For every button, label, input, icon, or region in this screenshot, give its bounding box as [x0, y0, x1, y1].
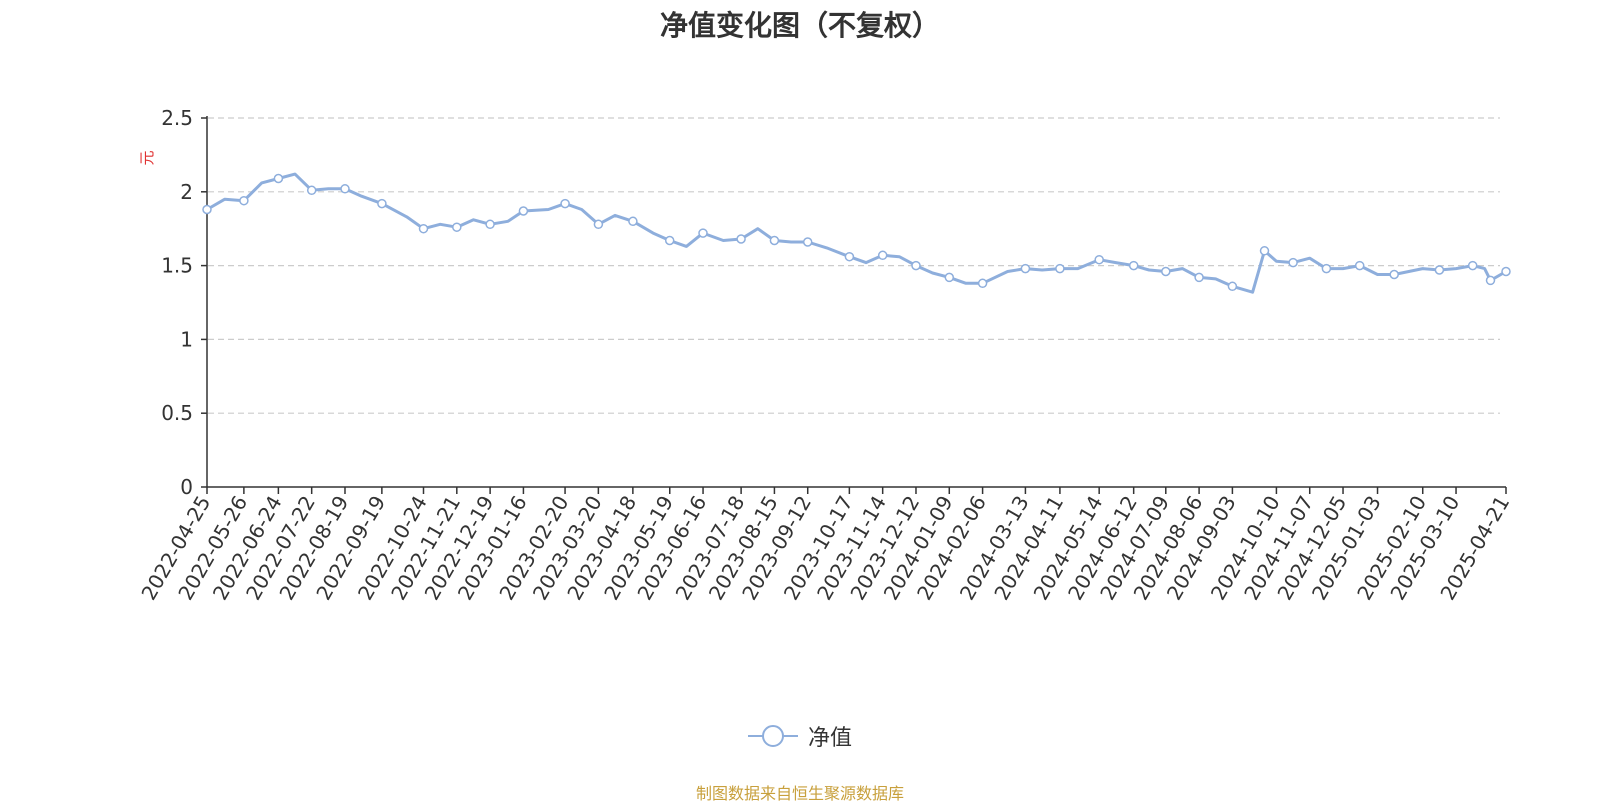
y-axis-label: 元	[138, 150, 156, 165]
data-point	[1194, 272, 1204, 283]
data-point	[628, 216, 638, 227]
data-point	[698, 228, 708, 238]
gridlines	[208, 117, 1500, 414]
data-point	[1094, 254, 1104, 265]
data-point	[1501, 266, 1511, 277]
y-tick-label: 0	[180, 475, 193, 499]
data-point	[1259, 246, 1270, 256]
data-point	[911, 260, 921, 271]
data-point	[306, 185, 317, 196]
y-tick-label: 0.5	[161, 401, 193, 425]
y-tick-label: 2	[180, 180, 193, 204]
axes	[201, 116, 1507, 494]
chart-title: 净值变化图（不复权）	[659, 9, 940, 42]
y-tick-label: 2.5	[161, 106, 193, 130]
data-point	[736, 234, 746, 244]
data-point	[1288, 257, 1298, 268]
data-point	[1485, 275, 1496, 286]
data-point	[1467, 260, 1478, 271]
data-source-note: 制图数据来自恒生聚源数据库	[695, 784, 904, 803]
data-point	[769, 235, 780, 246]
series-markers	[202, 173, 1511, 292]
data-point	[518, 206, 529, 216]
data-point	[1161, 266, 1171, 277]
y-tick-label: 1	[180, 327, 193, 351]
data-point	[802, 237, 813, 247]
data-point	[877, 250, 888, 261]
data-point	[944, 272, 955, 283]
data-point	[977, 278, 988, 289]
data-point	[340, 184, 350, 194]
legend-label-jingzhi: 净值	[807, 726, 852, 751]
data-point	[844, 251, 855, 262]
data-point	[452, 222, 462, 232]
data-point	[1354, 260, 1365, 271]
data-point	[485, 219, 495, 230]
data-point	[377, 198, 387, 209]
data-point	[664, 235, 675, 246]
y-tick-labels: 0 0.5 1 1.5 2 2.5	[161, 106, 193, 499]
series-line-jingzhi	[206, 172, 1507, 294]
data-point	[560, 198, 570, 209]
x-tick-labels: 2022-04-252022-05-262022-06-242022-07-22…	[136, 491, 1514, 604]
data-point	[273, 173, 284, 184]
data-point	[418, 223, 429, 234]
legend: 净值	[0, 720, 1600, 755]
data-point	[593, 219, 604, 230]
y-tick-label: 1.5	[161, 254, 193, 278]
data-point	[1434, 265, 1445, 275]
legend-line-circle-icon	[747, 725, 798, 747]
data-point	[239, 195, 249, 206]
data-point	[202, 204, 212, 215]
data-point	[1055, 263, 1065, 274]
data-point	[1389, 269, 1399, 280]
data-point	[1128, 260, 1139, 271]
data-point	[1227, 281, 1238, 292]
data-point	[1321, 263, 1332, 274]
data-point	[1020, 263, 1031, 274]
